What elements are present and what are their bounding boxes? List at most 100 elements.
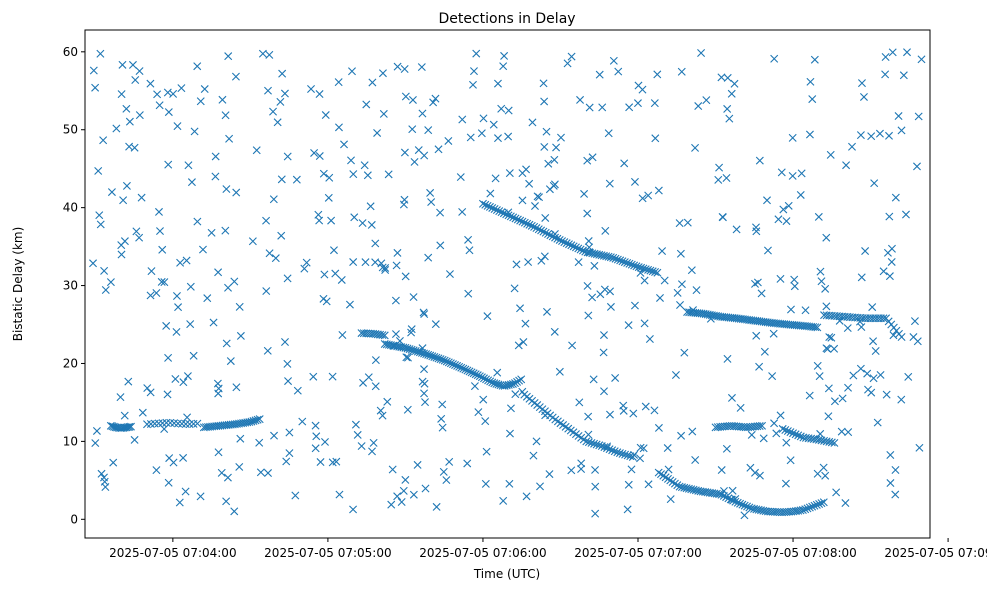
data-point (822, 233, 831, 242)
data-point (645, 335, 654, 343)
data-point (620, 159, 629, 168)
data-point (474, 408, 483, 417)
data-point (130, 435, 139, 444)
data-point (182, 256, 191, 265)
data-point (181, 487, 190, 496)
data-point (493, 79, 502, 88)
data-point (601, 226, 610, 235)
data-point (436, 355, 445, 364)
data-point (521, 319, 530, 328)
data-point (717, 466, 726, 475)
data-point (453, 361, 462, 370)
data-point (445, 270, 454, 279)
data-point (366, 202, 375, 211)
data-point (505, 429, 514, 438)
data-point (528, 118, 537, 127)
data-point (569, 242, 578, 251)
data-point (464, 235, 473, 244)
data-point (269, 107, 278, 116)
data-point (511, 379, 519, 388)
data-point (265, 50, 274, 59)
data-point (627, 260, 636, 269)
y-axis: 0 10 20 30 40 50 60 (63, 45, 85, 526)
data-point (755, 422, 764, 431)
data-point (633, 99, 642, 108)
data-point (424, 126, 433, 135)
data-point (307, 85, 316, 93)
data-point (861, 247, 870, 256)
data-point (172, 291, 181, 300)
data-point (497, 104, 506, 113)
data-point (620, 258, 629, 267)
data-point (540, 142, 549, 151)
data-point (897, 332, 906, 341)
data-point (271, 254, 280, 263)
data-point (373, 128, 382, 137)
data-point (369, 438, 378, 447)
data-point (493, 134, 502, 143)
data-point (155, 101, 164, 110)
data-point (663, 444, 672, 453)
data-point (891, 490, 900, 499)
data-point (675, 482, 684, 491)
data-point (378, 331, 387, 340)
data-point (743, 502, 752, 511)
data-point (488, 203, 497, 212)
data-point (160, 278, 169, 287)
data-point (211, 172, 220, 181)
data-point (623, 505, 632, 514)
data-points (89, 48, 926, 520)
data-point (442, 357, 451, 366)
data-point (786, 305, 795, 314)
data-point (258, 49, 267, 58)
data-point (371, 382, 380, 391)
data-point (770, 54, 779, 63)
data-point (790, 275, 799, 284)
data-point (578, 246, 587, 255)
data-point (470, 382, 479, 391)
data-point (457, 363, 466, 372)
data-point (597, 251, 606, 260)
data-point (513, 215, 522, 224)
data-point (610, 447, 619, 456)
data-point (823, 345, 832, 354)
data-point (400, 65, 409, 74)
data-point (176, 258, 185, 267)
data-point (278, 69, 287, 78)
data-point (482, 375, 491, 384)
data-point (870, 179, 879, 188)
data-point (479, 114, 488, 123)
data-point (123, 423, 132, 432)
data-point (214, 389, 223, 398)
data-point (676, 301, 685, 309)
data-point (407, 328, 416, 337)
data-point (723, 104, 732, 113)
data-point (163, 390, 172, 399)
data-point (550, 229, 559, 238)
data-point (128, 60, 137, 69)
y-tick-label: 20 (63, 356, 78, 370)
data-point (414, 146, 423, 155)
data-point (783, 427, 792, 436)
data-point (537, 226, 546, 235)
data-point (153, 90, 162, 99)
data-point (824, 384, 833, 393)
data-point (760, 347, 769, 356)
data-point (567, 241, 576, 250)
data-point (499, 496, 508, 505)
data-point (682, 484, 691, 493)
data-point (653, 70, 662, 79)
data-point (885, 272, 894, 281)
data-point (738, 500, 747, 509)
data-point (629, 409, 638, 418)
data-point (479, 395, 488, 404)
data-point (96, 49, 105, 58)
data-point (784, 201, 793, 210)
data-point (606, 253, 615, 262)
data-point (541, 228, 550, 237)
data-point (223, 473, 232, 482)
data-point (803, 504, 812, 513)
data-point (427, 198, 436, 207)
data-point (458, 207, 467, 216)
data-point (625, 259, 634, 268)
